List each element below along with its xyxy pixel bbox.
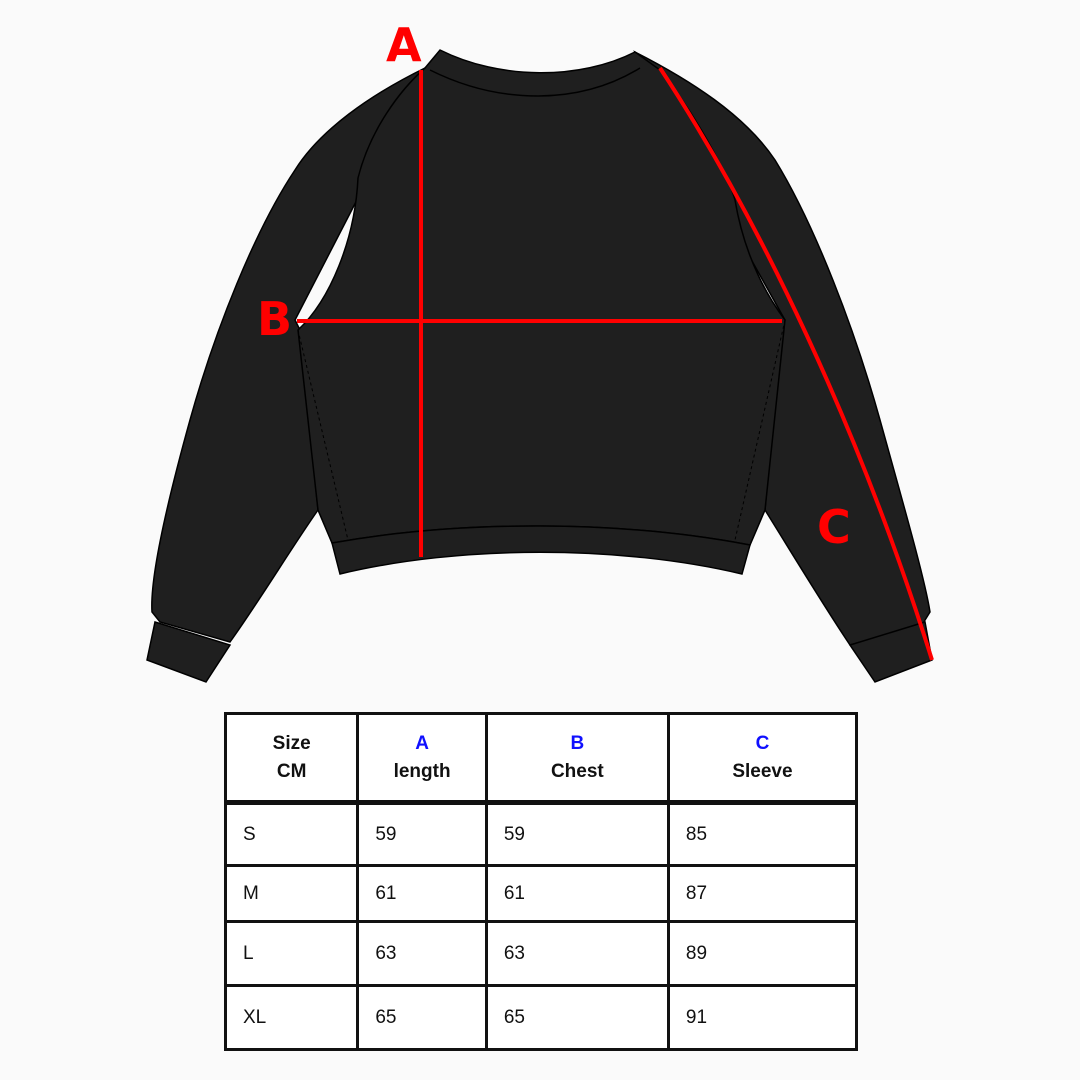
cell-size: M	[223, 864, 360, 923]
cell-size: L	[223, 920, 360, 987]
cell-length: 63	[356, 920, 488, 987]
header-name: Sleeve	[732, 760, 793, 782]
label-a: A	[386, 18, 422, 72]
table-row: S 59 59 85	[223, 801, 859, 867]
header-sleeve: C Sleeve	[666, 712, 859, 805]
table-row: L 63 63 89	[223, 920, 859, 987]
header-key: Size	[272, 732, 311, 754]
cell-sleeve: 91	[666, 984, 859, 1051]
cell-size: S	[223, 801, 360, 867]
sweater-diagram	[146, 49, 934, 683]
cell-sleeve: 89	[666, 920, 859, 987]
sleeve-line-c	[658, 66, 934, 661]
header-key: C	[755, 732, 770, 754]
cell-chest: 65	[484, 984, 670, 1051]
header-key: B	[570, 732, 585, 754]
cell-chest: 59	[484, 801, 670, 867]
header-size: Size CM	[223, 712, 360, 805]
cell-chest: 61	[484, 864, 670, 923]
cell-sleeve: 87	[666, 864, 859, 923]
table-row: M 61 61 87	[223, 864, 859, 923]
header-name: Chest	[550, 760, 604, 782]
cell-length: 59	[356, 801, 488, 867]
header-name: length	[393, 760, 451, 782]
cell-sleeve: 85	[666, 801, 859, 867]
label-b: B	[257, 292, 293, 346]
table-row: XL 65 65 91	[223, 984, 859, 1051]
header-name: CM	[276, 760, 307, 782]
cell-chest: 63	[484, 920, 670, 987]
sweater-body	[146, 49, 933, 683]
cell-size: XL	[223, 984, 360, 1051]
label-c: C	[817, 500, 851, 554]
cell-length: 65	[356, 984, 488, 1051]
header-chest: B Chest	[484, 712, 670, 805]
measurement-lines	[297, 66, 934, 661]
header-key: A	[415, 732, 429, 754]
cell-length: 61	[356, 864, 488, 923]
